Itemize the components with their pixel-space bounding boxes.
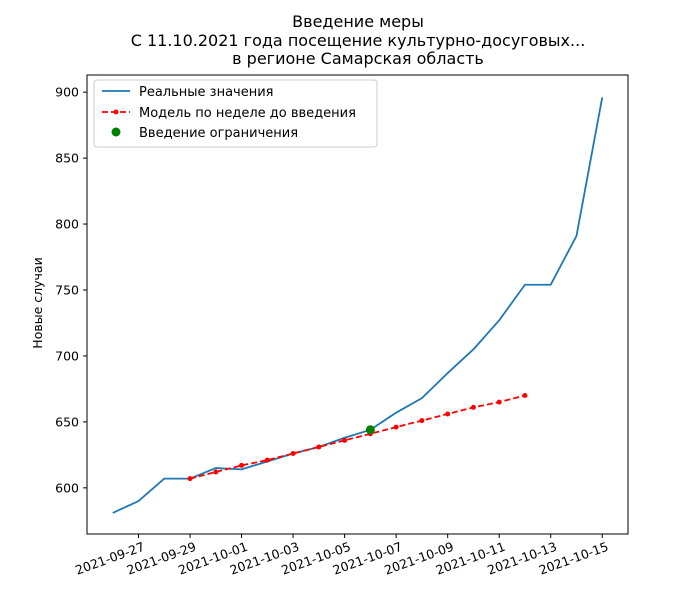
model-point bbox=[445, 411, 451, 417]
legend-label-restriction: Введение ограничения bbox=[139, 126, 298, 141]
legend-swatch-restriction bbox=[111, 127, 121, 137]
model-point bbox=[213, 469, 219, 475]
chart-title: Введение меры С 11.10.2021 года посещени… bbox=[131, 12, 586, 68]
restriction-point bbox=[365, 425, 375, 435]
model-point bbox=[393, 424, 399, 430]
series-line-actual bbox=[112, 97, 604, 514]
y-axis: 600 650 700 750 800 850 900 bbox=[55, 85, 87, 495]
model-point bbox=[290, 451, 296, 457]
model-point bbox=[239, 462, 245, 468]
title-line-2: С 11.10.2021 года посещение культурно-до… bbox=[131, 31, 586, 50]
model-point bbox=[316, 444, 322, 450]
y-tick-label: 750 bbox=[55, 282, 79, 297]
legend-frame bbox=[93, 79, 378, 148]
model-point bbox=[470, 404, 476, 410]
model-point bbox=[342, 437, 348, 443]
model-point bbox=[187, 476, 193, 482]
title-line-1: Введение меры bbox=[292, 12, 424, 31]
y-tick-label: 700 bbox=[55, 348, 79, 363]
plot-frame bbox=[86, 74, 629, 535]
y-axis-label: Новые случаи bbox=[30, 257, 45, 348]
plot-area bbox=[86, 74, 629, 535]
legend-label-model: Модель по неделе до введения bbox=[139, 106, 356, 121]
model-point bbox=[496, 399, 502, 405]
model-point bbox=[264, 457, 270, 463]
legend-label-actual: Реальные значения bbox=[139, 85, 274, 100]
y-tick-label: 600 bbox=[55, 480, 79, 495]
model-point bbox=[419, 418, 425, 424]
model-point bbox=[522, 393, 528, 399]
x-axis: 2021-09-272021-09-292021-10-012021-10-03… bbox=[73, 534, 610, 578]
legend: Реальные значения Модель по неделе до вв… bbox=[93, 79, 378, 148]
series-line-model bbox=[189, 394, 526, 480]
y-tick-label: 900 bbox=[55, 85, 79, 100]
legend-swatch-model-marker bbox=[113, 109, 119, 115]
y-tick-label: 850 bbox=[55, 151, 79, 166]
y-tick-label: 650 bbox=[55, 414, 79, 429]
title-line-3: в регионе Самарская область bbox=[232, 49, 484, 68]
y-tick-label: 800 bbox=[55, 217, 79, 232]
